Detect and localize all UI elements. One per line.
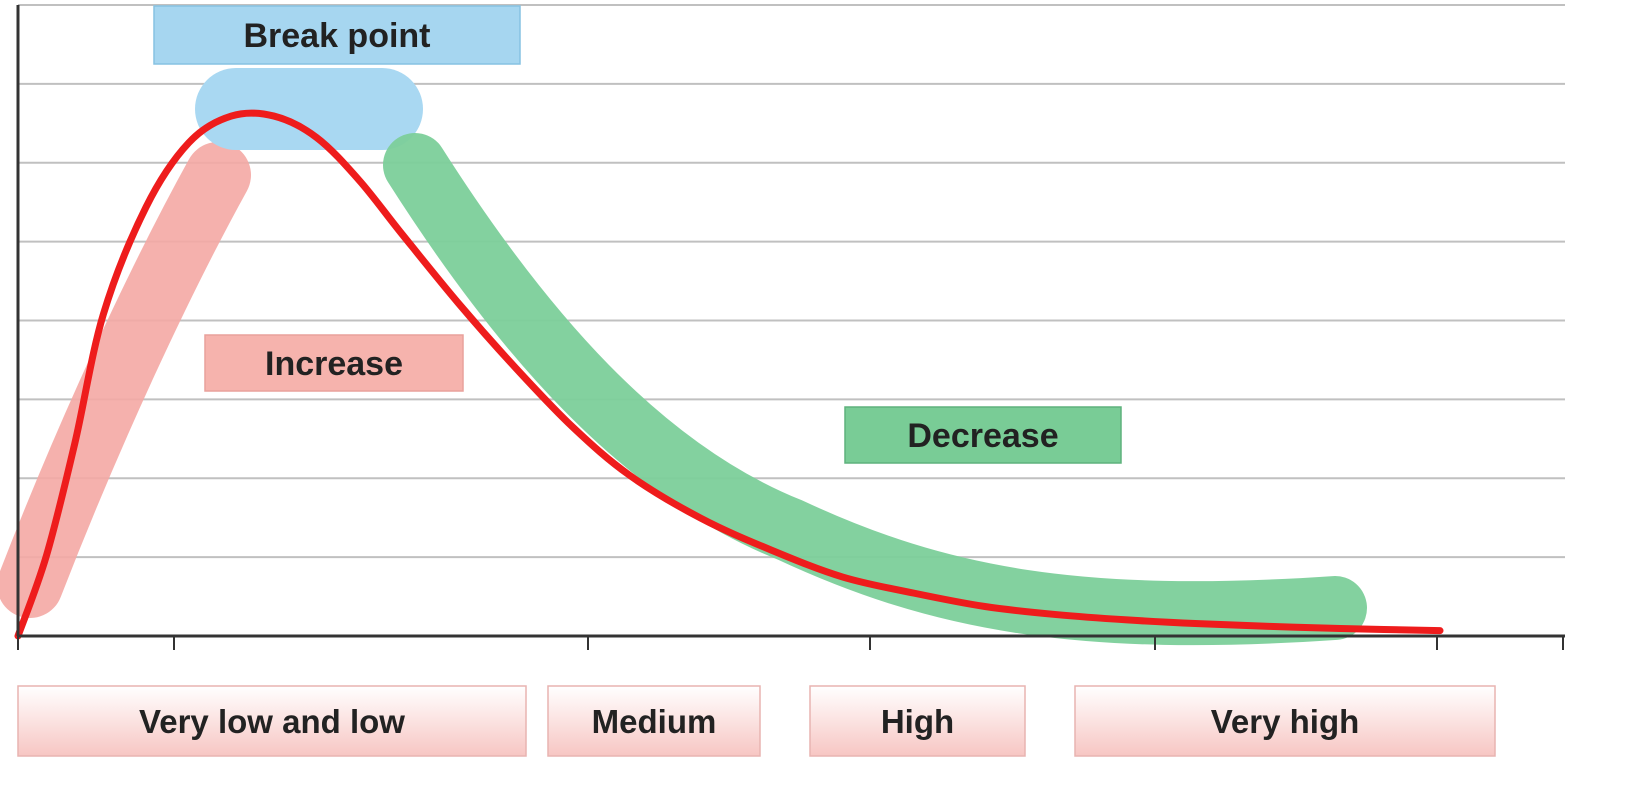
category-group: Very low and low [17,685,527,757]
category-group: Very high [1074,685,1496,757]
break-point-group: Break point [153,5,521,65]
category-group: Medium [547,685,761,757]
category-label: High [881,703,954,740]
category-box [1074,685,1496,757]
category-box [547,685,761,757]
category-box [809,685,1026,757]
phase-labels: Break point Increase Decrease [153,5,1122,464]
break-point-box [153,5,521,65]
increase-group: Increase [204,334,464,392]
category-label: Medium [592,703,717,740]
decrease-band [383,133,1367,646]
category-label: Very low and low [139,703,405,740]
decrease-group: Decrease [844,406,1122,464]
series-line [14,109,1444,640]
category-boxes: Very low and low Medium High Very high [17,685,1496,757]
increase-box [204,334,464,392]
series-lines [14,109,1444,640]
category-group: High [809,685,1026,757]
break-point-label: Break point [243,17,430,55]
increase-label: Increase [265,345,403,383]
decrease-box [844,406,1122,464]
category-box [17,685,527,757]
category-label: Very high [1211,703,1360,740]
axes [16,5,1565,650]
decrease-label: Decrease [907,417,1058,455]
break-point-band [195,68,423,150]
